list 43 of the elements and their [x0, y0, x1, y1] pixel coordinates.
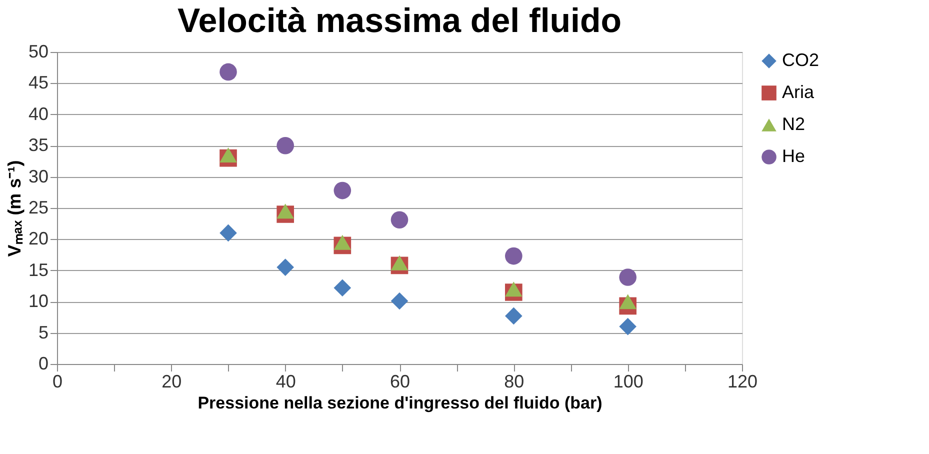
point — [220, 147, 237, 162]
point — [390, 292, 408, 310]
x-tick-label: 80 — [504, 372, 524, 392]
x-tick-label: 0 — [52, 372, 63, 392]
point — [276, 136, 294, 154]
point — [334, 279, 352, 297]
y-tick-label: 35 — [28, 135, 48, 156]
point — [505, 282, 522, 297]
y-tick-label: 0 — [38, 354, 48, 374]
y-tick-label: 50 — [28, 42, 48, 62]
point — [276, 258, 294, 276]
y-tick-label: 15 — [28, 260, 48, 280]
x-tick-label: 120 — [727, 372, 758, 392]
y-tick-label: 5 — [38, 322, 48, 342]
legend-label: Aria — [782, 82, 815, 102]
point — [334, 182, 352, 200]
y-tick-label: 10 — [28, 291, 48, 312]
point — [619, 294, 636, 310]
point — [220, 224, 237, 242]
point — [276, 204, 294, 219]
x-axis-title: Pressione nella sezione d'ingresso del fluido (bar) — [198, 394, 602, 412]
legend-label: CO2 — [782, 50, 820, 70]
x-tick-label: 100 — [613, 372, 644, 392]
y-tick-label: 40 — [28, 104, 48, 124]
x-tick-label: 40 — [276, 372, 296, 392]
point — [390, 211, 408, 228]
x-tick-label: 20 — [162, 372, 182, 392]
legend-label: N2 — [782, 114, 806, 134]
point — [505, 247, 522, 265]
x-tick-label: 60 — [390, 372, 410, 392]
legend-label: He — [782, 146, 806, 166]
chart-title: Velocità massima del fluido — [177, 2, 622, 40]
y-tick-label: 30 — [28, 166, 48, 186]
point — [334, 234, 352, 250]
point — [220, 63, 237, 81]
y-tick-label: 25 — [28, 198, 48, 218]
point — [619, 268, 636, 286]
y-tick-label: 45 — [28, 72, 48, 93]
y-axis-title: Vₘₐₓ (m s⁻¹) — [4, 160, 24, 257]
point — [505, 307, 522, 325]
point — [619, 318, 636, 336]
y-tick-label: 20 — [28, 228, 48, 249]
point — [390, 255, 408, 270]
